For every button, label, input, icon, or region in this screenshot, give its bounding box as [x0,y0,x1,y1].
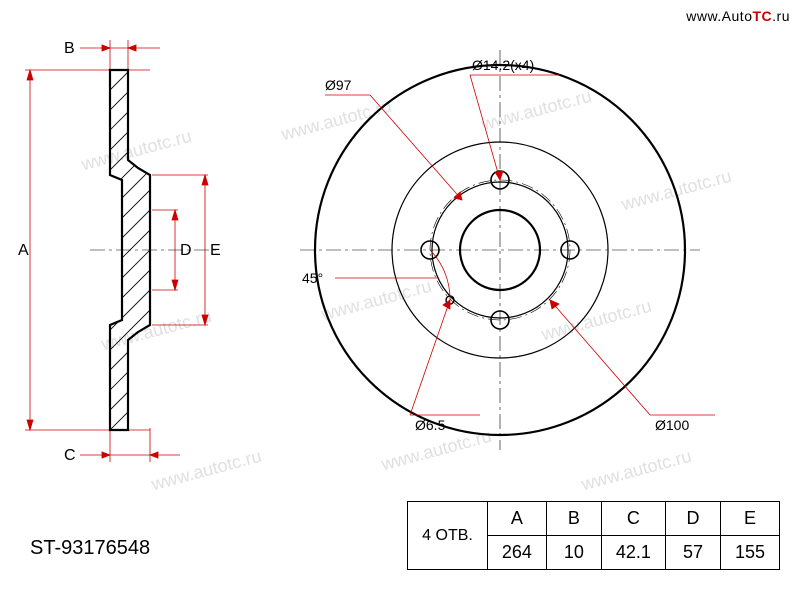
dim-A: A [18,242,29,259]
holes-cell: 4 ОТВ. [408,502,488,570]
section-view: A B C [18,10,221,470]
dimension-table: 4 ОТВ. A B C D E 264 10 42.1 57 155 [407,501,780,570]
dim-C: C [64,447,76,464]
drawing-canvas: www.autotc.ruwww.autotc.ruwww.autotc.ruw… [0,0,800,600]
table-header-row: 4 ОТВ. A B C D E [408,502,780,536]
val-C: 42.1 [601,536,665,570]
callout-d97: Ø97 [325,77,352,93]
col-D: D [665,502,720,536]
callout-45: 45° [302,270,323,286]
col-B: B [546,502,601,536]
callout-d65: Ø6.5 [415,417,446,433]
site-url: www.AutoTC.ru [686,8,790,24]
callout-d142: Ø14.2(x4) [472,57,534,73]
dim-E: E [210,242,221,259]
url-accent: TC [752,8,772,24]
url-suffix: .ru [772,8,790,24]
col-E: E [720,502,779,536]
val-D: 57 [665,536,720,570]
col-C: C [601,502,665,536]
val-B: 10 [546,536,601,570]
url-prefix: www.Auto [686,8,752,24]
callout-d100: Ø100 [655,417,689,433]
dim-B: B [64,40,75,57]
val-A: 264 [487,536,546,570]
front-view: Ø97 Ø14.2(x4) 45° Ø6.5 [300,50,715,450]
val-E: 155 [720,536,779,570]
part-number: ST-93176548 [30,537,150,560]
col-A: A [487,502,546,536]
dim-D: D [180,242,192,259]
